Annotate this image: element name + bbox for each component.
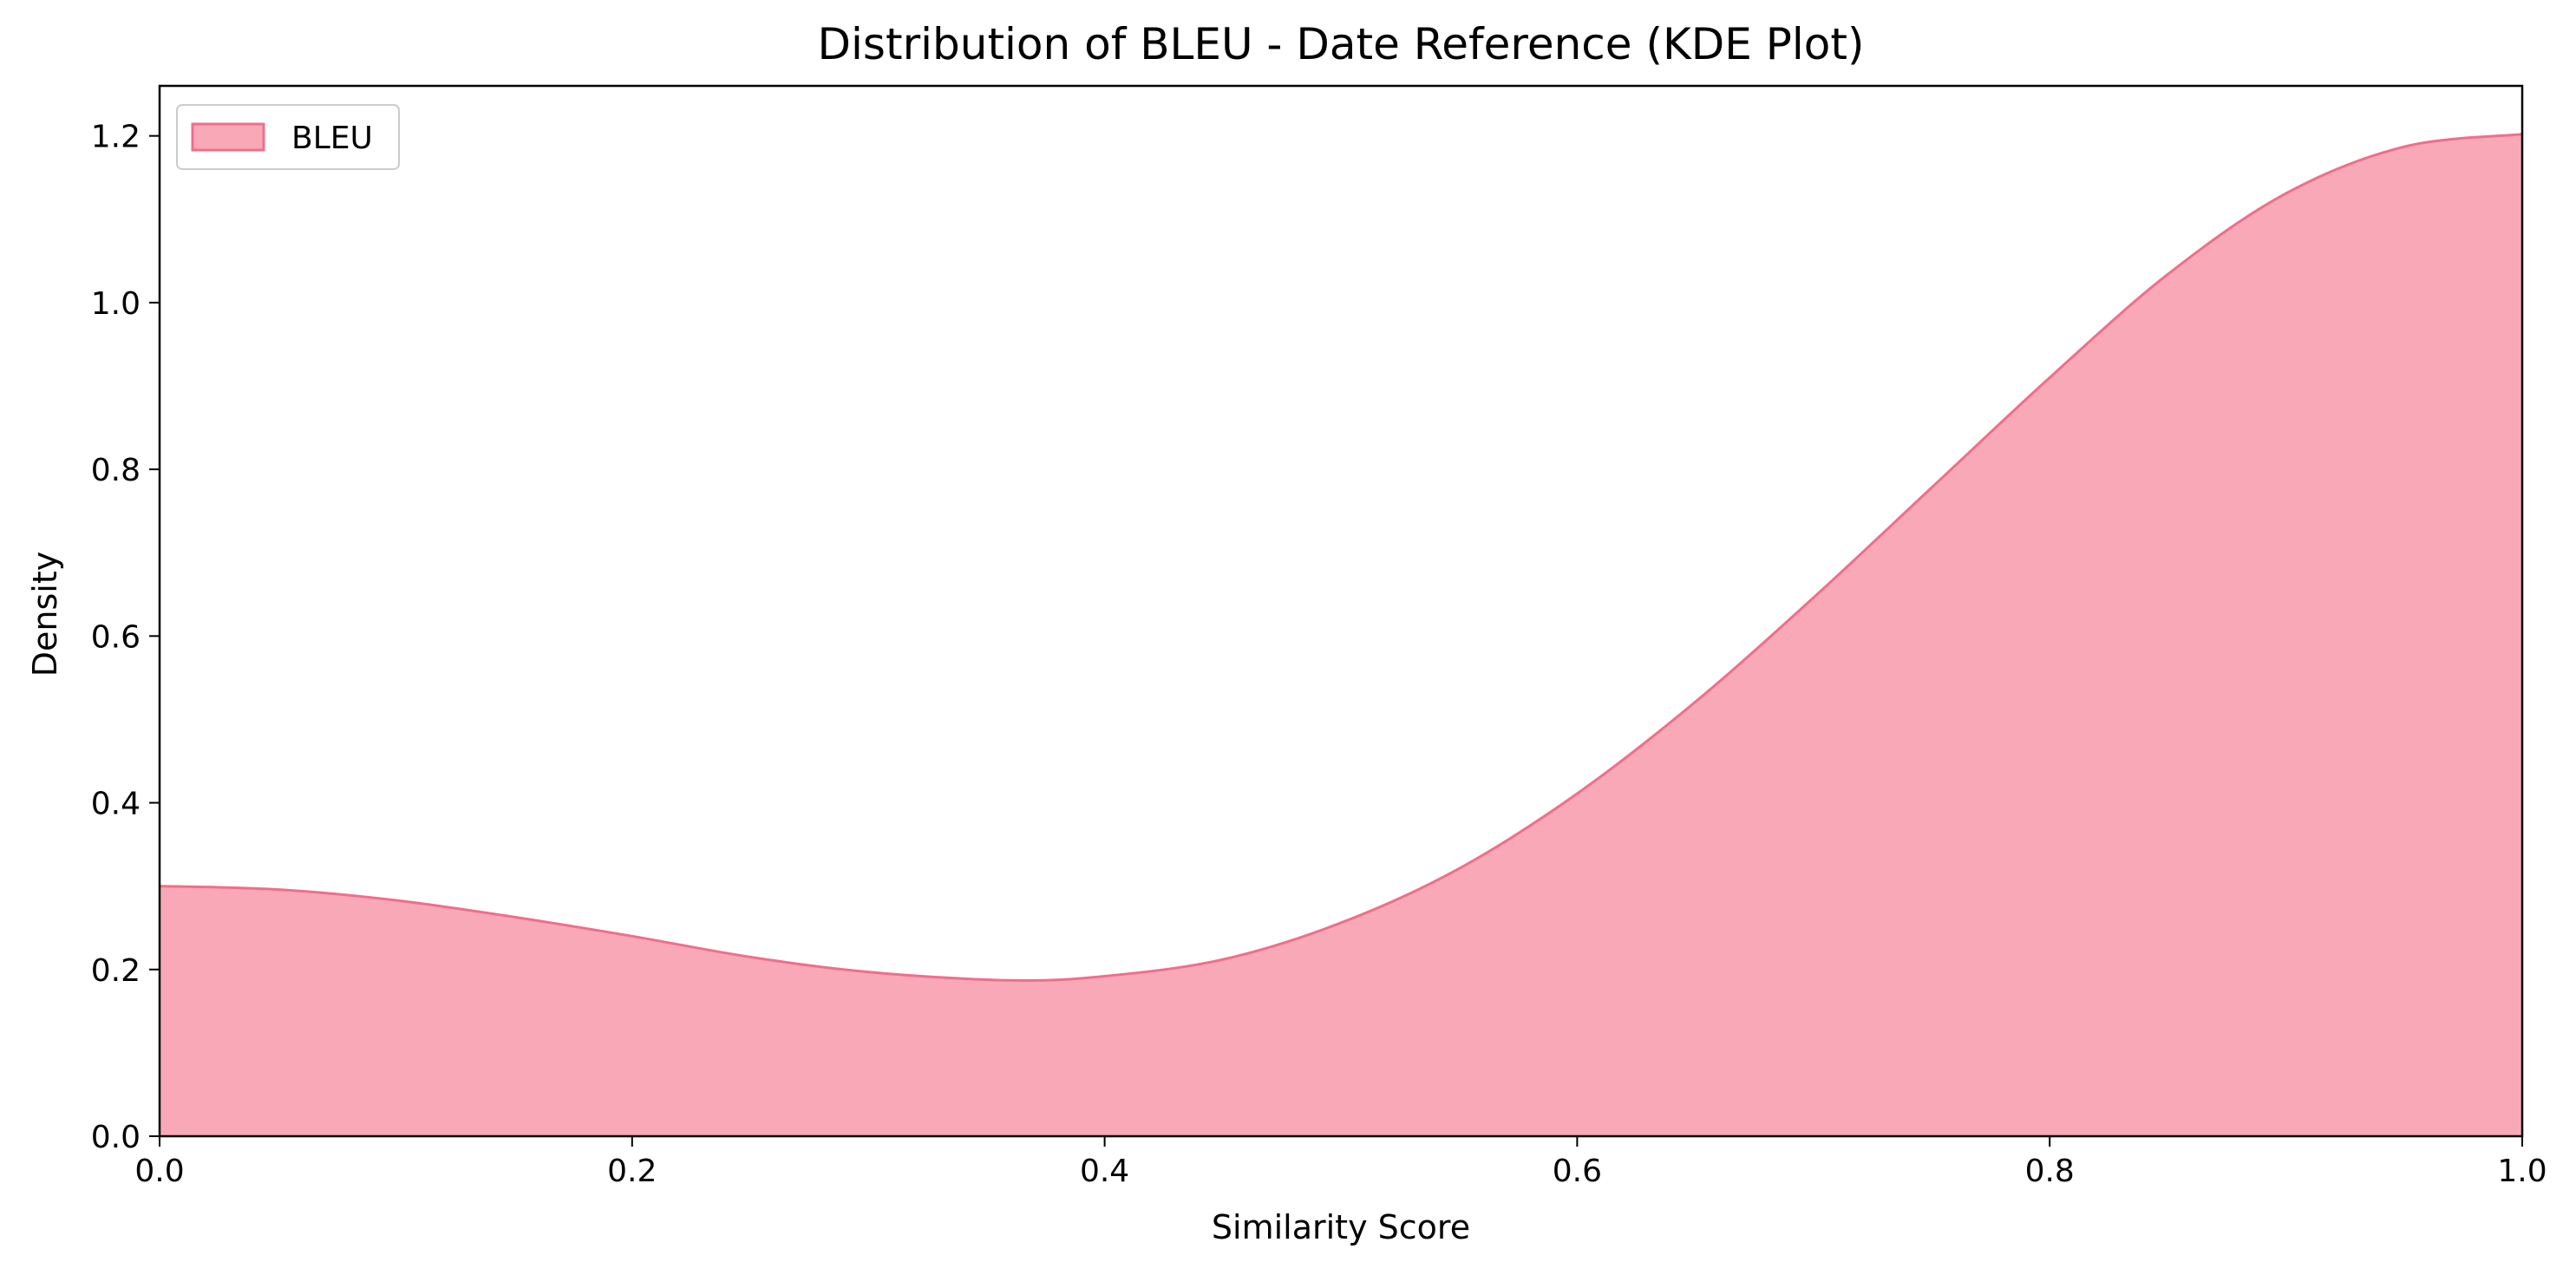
y-tick-label: 1.2: [91, 120, 141, 155]
x-tick-label: 0.0: [134, 1154, 184, 1189]
x-tick-label: 1.0: [2497, 1154, 2547, 1189]
plot-frame: [158, 84, 2524, 1138]
legend: BLEU: [176, 104, 400, 170]
legend-label: BLEU: [291, 121, 373, 156]
y-tick-label: 1.0: [91, 286, 141, 322]
y-tick-label: 0.6: [91, 619, 141, 655]
x-tick-label: 0.4: [1080, 1154, 1129, 1189]
chart-title: Distribution of BLEU - Date Reference (K…: [818, 19, 1865, 69]
axes: 0.0 0.2 0.4 0.6 0.8 1.0 0.0 0.2 0.4 0.6 0.8 1.0 1.2: [91, 84, 2547, 1189]
x-tick-label: 0.2: [607, 1154, 657, 1189]
kde-area-bleu: [160, 134, 2522, 1137]
y-tick-label: 0.8: [91, 453, 141, 488]
legend-box: [176, 104, 400, 170]
x-axis-label: Similarity Score: [1212, 1208, 1470, 1246]
x-tick-label: 0.6: [1553, 1154, 1602, 1189]
legend-swatch: [191, 122, 265, 152]
y-tick-label: 0.2: [91, 953, 141, 989]
x-tick-label: 0.8: [2025, 1154, 2075, 1189]
y-axis-label: Density: [26, 552, 64, 677]
y-tick-label: 0.0: [91, 1120, 141, 1155]
kde-line-bleu: [159, 133, 2523, 982]
plot-area: [159, 133, 2523, 1137]
y-tick-label: 0.4: [91, 787, 141, 822]
